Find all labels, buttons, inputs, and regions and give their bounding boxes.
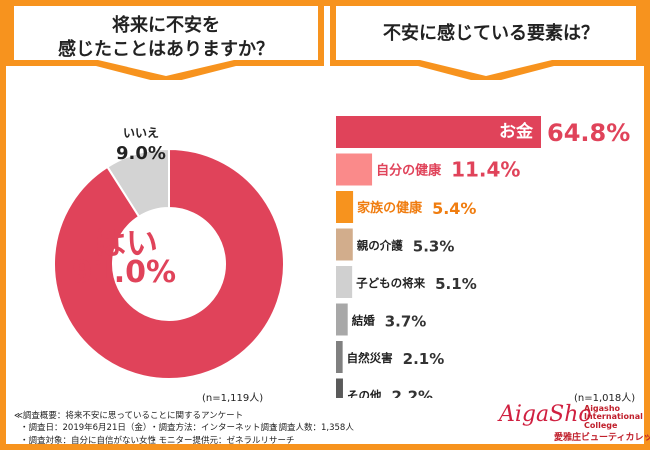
bar-value-label-3: 5.3% <box>413 238 455 256</box>
infographic-panel: 将来に不安を 感じたことはありますか？ 不安に感じている要素は？ はい 91.0… <box>6 6 650 446</box>
brand-name-jp: 愛雅庄ビューティカレッジ <box>554 433 650 443</box>
left-title-line2: 感じたことはありますか？ <box>58 39 274 61</box>
bar-category-label-6: 自然災害 <box>347 351 393 365</box>
right-banner-inner <box>336 6 636 76</box>
bar-category-label-4: 子どもの将来 <box>356 276 425 290</box>
left-banner-inner <box>14 6 318 76</box>
slice-label-no: いいえ <box>123 126 159 140</box>
survey-count: ・調査人数：1,358人 <box>270 423 354 433</box>
brand-logo: AigaSho <box>499 402 592 427</box>
bar-2 <box>336 191 354 223</box>
survey-summary: ≪調査概要：将来不安に思っていることに関するアンケート <box>14 411 244 421</box>
left-sample-size: (n=1,119人) <box>202 393 264 404</box>
donut-chart: はい 91.0% いいえ 9.0% <box>53 126 285 380</box>
bar-value-label-1: 11.4% <box>451 158 520 182</box>
bar-chart: お金 64.8% 自分の健康 11.4% 家族の健康 5.4% 親の介護 5.3% 子どもの将来… <box>336 116 630 398</box>
slice-label-yes: はい <box>94 224 158 262</box>
bar-value-label-4: 5.1% <box>435 275 477 293</box>
survey-method: ・調査方法：インターネット調査 <box>150 423 278 433</box>
bar-value-label-0: 64.8% <box>547 119 630 147</box>
bar-0 <box>336 116 541 148</box>
bar-5 <box>336 303 348 336</box>
bar-7 <box>336 378 343 398</box>
brand-name-line2: International <box>584 412 643 422</box>
slice-value-no: 9.0% <box>116 143 166 164</box>
bar-category-label-1: 自分の健康 <box>376 163 442 179</box>
bar-category-label-7: その他 <box>347 389 382 399</box>
bar-value-label-5: 3.7% <box>385 313 427 331</box>
brand-name-line3: College <box>584 420 618 430</box>
bar-value-label-6: 2.1% <box>403 350 445 368</box>
donut-slices <box>53 147 285 380</box>
right-sample-size: (n=1,018人) <box>574 393 636 404</box>
header-banners <box>6 6 644 80</box>
bar-category-label-0: お金 <box>499 121 534 142</box>
survey-provider: ・モニター提供元：ゼネラルリサーチ <box>150 436 295 446</box>
brand-name-en: Aigasho International College <box>584 404 643 430</box>
left-title-line1: 将来に不安を <box>112 15 220 36</box>
pie-slice-yes <box>53 147 285 380</box>
bar-category-label-5: 結婚 <box>352 314 375 328</box>
right-chart-title: 不安に感じている要素は？ <box>383 23 599 44</box>
bar-rows: お金 64.8% 自分の健康 11.4% 家族の健康 5.4% 親の介護 5.3% 子どもの将来… <box>336 116 630 398</box>
survey-date: ・調査日：2019年6月21日（金） <box>20 423 152 433</box>
bar-6 <box>336 341 343 373</box>
bar-1 <box>336 153 373 186</box>
left-chart-title: 将来に不安を 感じたことはありますか？ <box>26 14 306 63</box>
bar-category-label-3: 親の介護 <box>357 239 403 253</box>
survey-target: ・調査対象：自分に自信がない女性 <box>20 436 157 446</box>
bar-value-label-7: 2.2% <box>391 388 433 399</box>
bar-3 <box>336 228 353 261</box>
bar-4 <box>336 266 353 298</box>
bar-value-label-2: 5.4% <box>432 199 476 218</box>
slice-value-yes: 91.0% <box>72 255 176 290</box>
brand-name-line1: Aigasho <box>584 404 621 413</box>
bar-category-label-2: 家族の健康 <box>357 200 423 216</box>
